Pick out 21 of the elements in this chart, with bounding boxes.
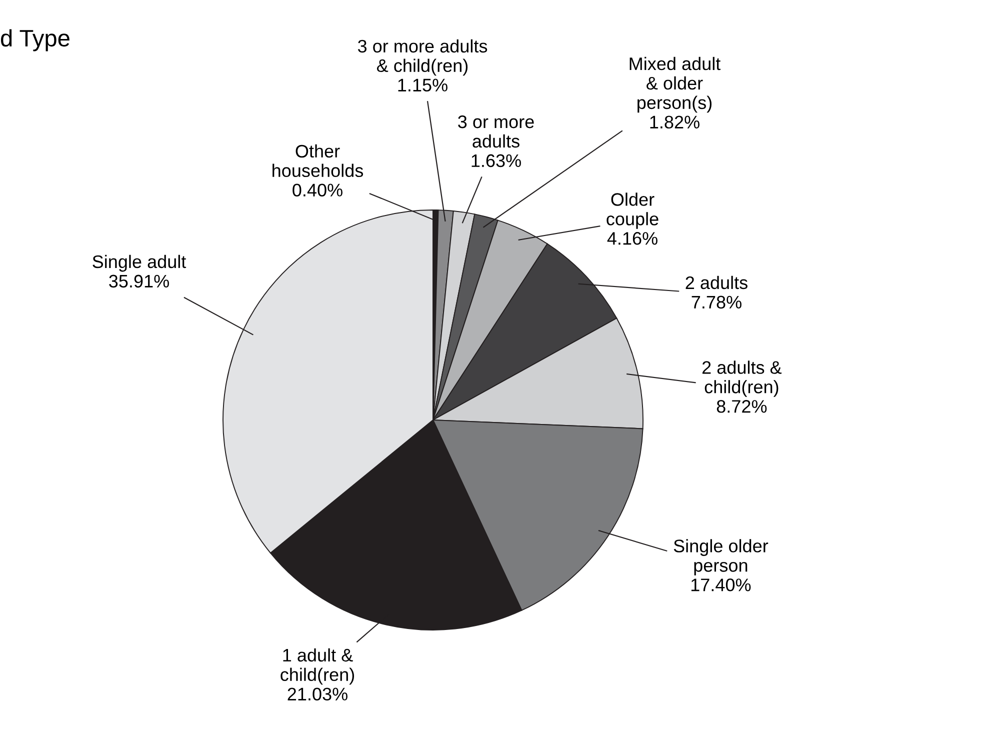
- data-label: 8.72%: [716, 400, 767, 413]
- slice-label: 2 adults: [686, 276, 748, 290]
- chart-title: d Type: [0, 29, 70, 52]
- data-label: 1.82%: [650, 116, 700, 129]
- data-label: 17.40%: [691, 578, 751, 592]
- slice-label: Single older person: [674, 539, 768, 576]
- slice-label: 3 or more adults: [458, 115, 534, 148]
- slice-label: 2 adults & child(ren): [702, 360, 782, 397]
- slice-label: Single adult: [92, 254, 186, 272]
- slice-label: Other households: [272, 144, 364, 178]
- slice-label: Mixed adult & older person(s): [630, 56, 721, 113]
- data-label: 4.16%: [607, 232, 658, 245]
- slice-label: Older couple: [606, 192, 658, 229]
- data-label: 0.40%: [292, 184, 342, 196]
- data-label: 7.78%: [692, 296, 742, 309]
- data-label: 21.03%: [288, 688, 348, 700]
- slice-label: 1 adult & child(ren): [280, 648, 354, 685]
- data-label: 1.15%: [398, 78, 448, 92]
- data-label: 1.63%: [472, 154, 521, 168]
- data-label: 35.91%: [109, 274, 169, 288]
- slice-label: 3 or more adults & child(ren): [358, 39, 488, 76]
